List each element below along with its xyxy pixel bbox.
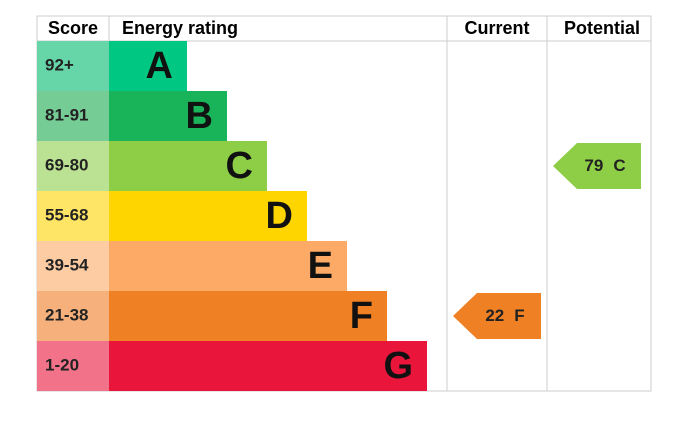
score-cell — [37, 291, 109, 341]
score-label: 21-38 — [45, 305, 88, 324]
score-cell — [37, 41, 109, 91]
band-letter: B — [186, 95, 213, 137]
score-cell — [37, 341, 109, 391]
rating-bar — [109, 241, 347, 291]
band-letter: D — [266, 195, 293, 237]
band-letter: G — [383, 345, 413, 387]
current-label: 22 F — [485, 306, 524, 325]
potential-label: 79 C — [584, 156, 625, 175]
band-letter: E — [308, 245, 333, 287]
rating-bar — [109, 291, 387, 341]
score-label: 39-54 — [45, 255, 89, 274]
score-label: 69-80 — [45, 155, 88, 174]
header-current: Current — [464, 18, 529, 38]
band-letter: F — [350, 295, 373, 337]
current-arrow — [453, 293, 541, 339]
rating-bar — [109, 91, 227, 141]
rating-bar — [109, 41, 187, 91]
score-cell — [37, 91, 109, 141]
score-label: 81-91 — [45, 105, 88, 124]
band-letter: A — [146, 45, 173, 87]
band-letter: C — [226, 145, 253, 187]
score-label: 1-20 — [45, 355, 79, 374]
current-score: 22 — [485, 306, 504, 325]
score-cell — [37, 191, 109, 241]
header-potential: Potential — [564, 18, 640, 38]
rating-bar — [109, 191, 307, 241]
rating-bar — [109, 141, 267, 191]
potential-band: C — [613, 156, 625, 175]
header-rating: Energy rating — [122, 18, 238, 38]
score-label: 92+ — [45, 55, 74, 74]
header-score: Score — [48, 18, 98, 38]
score-label: 55-68 — [45, 205, 88, 224]
potential-score: 79 — [584, 156, 603, 175]
score-cell — [37, 141, 109, 191]
score-cell — [37, 241, 109, 291]
potential-arrow — [553, 143, 641, 189]
current-band: F — [514, 306, 524, 325]
rating-bar — [109, 341, 427, 391]
